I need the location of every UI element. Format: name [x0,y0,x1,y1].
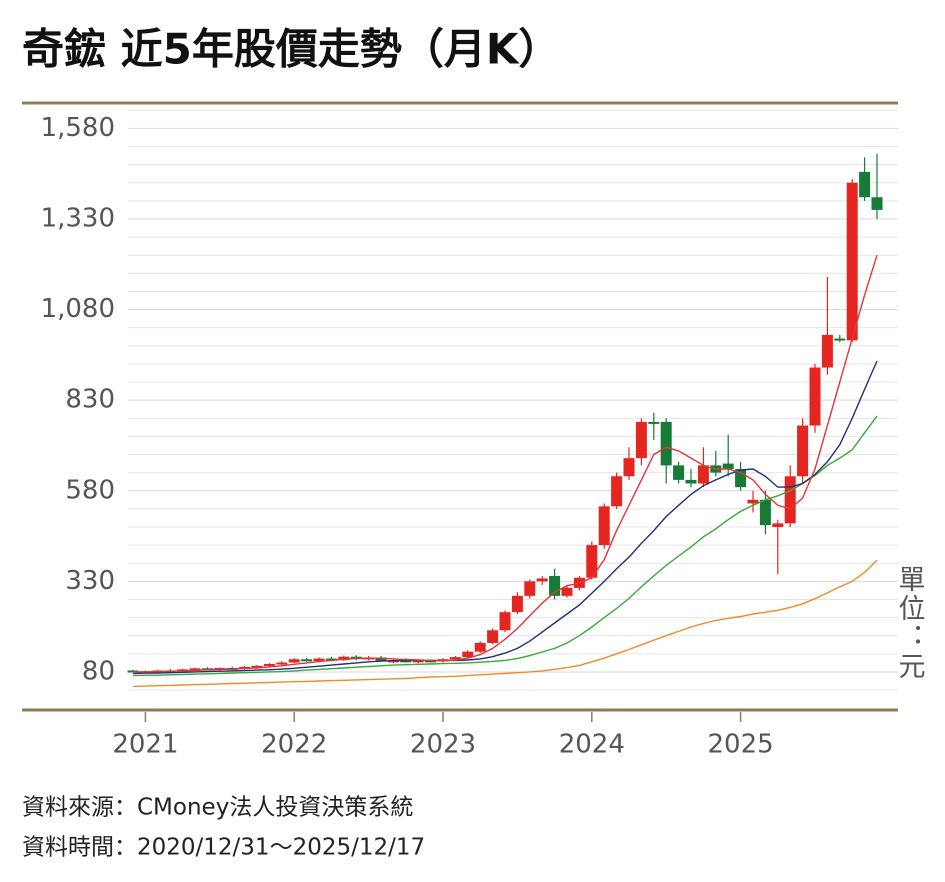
candle-body [784,476,796,524]
candle-body [325,658,337,661]
candle-body [536,578,548,582]
y-tick-label: 580 [65,475,115,505]
y-tick-label: 830 [65,385,115,415]
candle-body [449,657,461,660]
candle-body [846,182,858,341]
candle-body [772,523,784,527]
chart-title: 奇鋐 近5年股價走勢（月K） [22,25,560,74]
candle-body [400,660,412,663]
candle-body [499,612,511,631]
candle-body [338,656,350,660]
candle-body [462,651,474,658]
candle-body [660,421,672,466]
candle-body [425,660,437,663]
candle-body [611,476,623,507]
candle-body [759,499,771,526]
x-tick-label: 2024 [559,730,625,760]
candle-body [809,367,821,426]
candle-body [524,581,536,596]
moving-average-line [132,360,878,675]
candle-body [834,338,846,341]
moving-average-line [132,559,878,688]
plot: 2021 2022 2023 2024 2025 [112,153,883,760]
candle-body [735,469,747,488]
y-tick-label: 330 [65,566,115,596]
candle-body [859,171,871,198]
candle-body [189,668,201,671]
candle-body [549,575,561,596]
candle-body [673,465,685,480]
candle-body [301,659,313,662]
unit-label: 單位：元 [894,565,925,681]
x-tick-label: 2023 [410,730,476,760]
candle-body [487,630,499,643]
candle-body [288,659,300,663]
candle-body [251,665,263,668]
grid: 80 330 580 830 1,080 1,330 1,580 [41,109,898,691]
y-tick-label: 1,580 [41,113,115,143]
candle-body [722,463,734,470]
x-tick-label: 2022 [261,730,327,760]
candle-body [263,663,275,666]
candle-body [375,657,387,661]
x-tick-label: 2021 [112,730,178,760]
candle-body [598,506,610,546]
candle-body [635,421,647,459]
candle-body [586,545,598,578]
candle-body [797,425,809,477]
moving-average-line [132,415,878,677]
moving-average-line [133,254,878,673]
candle-body [623,458,635,477]
candle-body [697,465,709,484]
candle-body [871,197,883,210]
candle-body [313,658,325,662]
y-tick-label: 1,330 [41,203,115,233]
x-tick-label: 2025 [708,730,774,760]
y-tick-label: 1,080 [41,294,115,324]
candle-body [747,499,759,504]
candle-body [412,660,424,663]
date-note: 資料時間：2020/12/31～2025/12/17 [22,835,425,861]
source-note: 資料來源：CMoney法人投資決策系統 [22,795,413,821]
candle-body [511,595,523,613]
candle-body [821,334,833,368]
candle-body [561,587,573,596]
candle-body [474,642,486,652]
y-tick-label: 80 [82,656,115,686]
candle-body [685,479,697,484]
candle-body [648,421,660,424]
candle-body [276,662,288,665]
